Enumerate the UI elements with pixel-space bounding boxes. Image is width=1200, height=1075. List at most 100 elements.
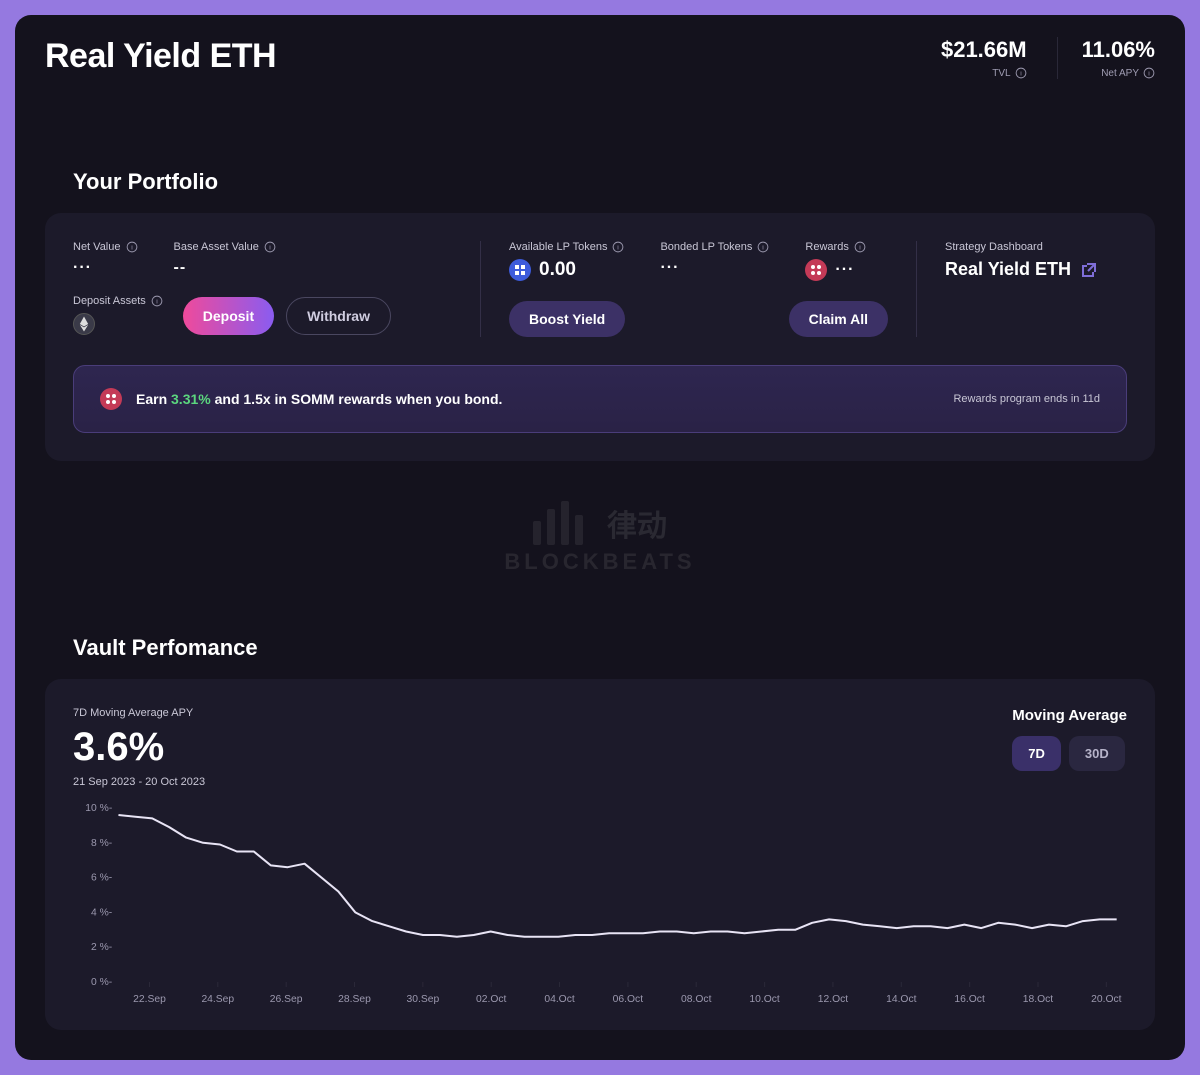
bonded-lp-label: Bonded LP Tokens bbox=[660, 241, 752, 253]
svg-text:8 %-: 8 %- bbox=[91, 838, 112, 849]
field-net-value: Net Valuei ··· bbox=[73, 241, 138, 277]
portfolio-col-tokens: Available LP Tokens i 0.00 Bonded LP Toke… bbox=[480, 241, 917, 337]
boost-yield-button[interactable]: Boost Yield bbox=[509, 301, 625, 337]
stat-tvl-value: $21.66M bbox=[941, 37, 1027, 63]
info-icon[interactable]: i bbox=[151, 295, 163, 307]
svg-text:26.Sep: 26.Sep bbox=[270, 994, 303, 1005]
portfolio-card: Net Value i ··· Base Asset Valuei -- Depo… bbox=[45, 213, 1155, 461]
somm-token-icon bbox=[100, 388, 122, 410]
svg-text:02.Oct: 02.Oct bbox=[476, 994, 507, 1005]
info-icon[interactable]: i bbox=[612, 241, 624, 253]
lp-token-icon bbox=[509, 259, 531, 281]
portfolio-col-strategy: Strategy Dashboard Real Yield ETH bbox=[917, 241, 1127, 337]
field-strategy: Strategy Dashboard Real Yield ETH bbox=[945, 241, 1127, 280]
performance-section-title: Vault Perfomance bbox=[45, 635, 1155, 661]
external-link-icon bbox=[1081, 262, 1097, 278]
field-base-asset: Base Asset Valuei -- bbox=[174, 241, 276, 277]
bonded-lp-value: ··· bbox=[660, 259, 769, 277]
header: Real Yield ETH $21.66M TVL i 11.06% Net … bbox=[45, 37, 1155, 79]
period-pill-30d[interactable]: 30D bbox=[1069, 736, 1125, 771]
svg-text:i: i bbox=[156, 298, 158, 305]
somm-token-icon bbox=[805, 259, 827, 281]
watermark: 律动 BLOCKBEATS bbox=[45, 501, 1155, 575]
svg-text:16.Oct: 16.Oct bbox=[954, 994, 985, 1005]
available-lp-number: 0.00 bbox=[539, 259, 576, 281]
svg-text:30.Sep: 30.Sep bbox=[406, 994, 439, 1005]
stat-tvl-label: TVL i bbox=[941, 67, 1027, 79]
watermark-top: 律动 bbox=[607, 501, 667, 545]
svg-text:14.Oct: 14.Oct bbox=[886, 994, 917, 1005]
svg-text:i: i bbox=[618, 244, 620, 251]
info-icon[interactable]: i bbox=[757, 241, 769, 253]
stat-tvl-label-text: TVL bbox=[992, 68, 1010, 79]
info-icon[interactable]: i bbox=[1015, 67, 1027, 79]
available-lp-label: Available LP Tokens bbox=[509, 241, 607, 253]
field-rewards: Rewards i ··· bbox=[805, 241, 865, 281]
banner-ends: Rewards program ends in 11d bbox=[953, 393, 1100, 405]
stat-apy: 11.06% Net APY i bbox=[1057, 37, 1155, 79]
svg-text:18.Oct: 18.Oct bbox=[1023, 994, 1054, 1005]
banner-prefix: Earn bbox=[136, 391, 171, 407]
metric-value: 3.6% bbox=[73, 725, 205, 770]
svg-text:22.Sep: 22.Sep bbox=[133, 994, 166, 1005]
eth-icon bbox=[73, 313, 95, 335]
rewards-value: ··· bbox=[805, 259, 865, 281]
svg-text:i: i bbox=[763, 244, 765, 251]
svg-text:0 %-: 0 %- bbox=[91, 977, 112, 988]
svg-text:6 %-: 6 %- bbox=[91, 873, 112, 884]
stat-apy-label: Net APY i bbox=[1082, 67, 1155, 79]
available-lp-value: 0.00 bbox=[509, 259, 624, 281]
svg-text:4 %-: 4 %- bbox=[91, 908, 112, 919]
svg-text:i: i bbox=[1020, 70, 1022, 77]
performance-controls: Moving Average 7D30D bbox=[1012, 707, 1127, 771]
claim-all-button[interactable]: Claim All bbox=[789, 301, 888, 337]
stat-tvl: $21.66M TVL i bbox=[917, 37, 1027, 79]
info-icon[interactable]: i bbox=[1143, 67, 1155, 79]
rewards-banner: Earn 3.31% and 1.5x in SOMM rewards when… bbox=[73, 365, 1127, 433]
info-icon[interactable]: i bbox=[126, 241, 138, 253]
svg-text:i: i bbox=[859, 244, 861, 251]
rewards-number: ··· bbox=[835, 261, 854, 279]
field-bonded-lp: Bonded LP Tokens i ··· bbox=[660, 241, 769, 281]
svg-text:06.Oct: 06.Oct bbox=[613, 994, 644, 1005]
portfolio-section-title: Your Portfolio bbox=[45, 169, 1155, 195]
svg-text:i: i bbox=[131, 244, 133, 251]
stat-apy-value: 11.06% bbox=[1082, 37, 1155, 63]
svg-text:2 %-: 2 %- bbox=[91, 942, 112, 953]
strategy-label: Strategy Dashboard bbox=[945, 241, 1127, 253]
base-asset-value: -- bbox=[174, 259, 276, 277]
strategy-name: Real Yield ETH bbox=[945, 259, 1071, 280]
info-icon[interactable]: i bbox=[264, 241, 276, 253]
banner-suffix: and 1.5x in SOMM rewards when you bond. bbox=[211, 391, 503, 407]
svg-text:i: i bbox=[269, 244, 271, 251]
deposit-button[interactable]: Deposit bbox=[183, 297, 274, 335]
performance-metric: 7D Moving Average APY 3.6% 21 Sep 2023 -… bbox=[73, 707, 205, 788]
withdraw-button[interactable]: Withdraw bbox=[286, 297, 391, 335]
strategy-link[interactable]: Real Yield ETH bbox=[945, 259, 1127, 280]
net-value-label: Net Value bbox=[73, 241, 121, 253]
performance-card: 7D Moving Average APY 3.6% 21 Sep 2023 -… bbox=[45, 679, 1155, 1030]
metric-label: 7D Moving Average APY bbox=[73, 707, 205, 719]
field-available-lp: Available LP Tokens i 0.00 bbox=[509, 241, 624, 281]
moving-average-label: Moving Average bbox=[1012, 707, 1127, 724]
period-pill-7d[interactable]: 7D bbox=[1012, 736, 1061, 771]
svg-text:08.Oct: 08.Oct bbox=[681, 994, 712, 1005]
deposit-assets-label: Deposit Assets bbox=[73, 295, 146, 307]
app-container: Real Yield ETH $21.66M TVL i 11.06% Net … bbox=[15, 15, 1185, 1060]
info-icon[interactable]: i bbox=[854, 241, 866, 253]
page-title: Real Yield ETH bbox=[45, 37, 276, 76]
field-deposit-assets: Deposit Assets i bbox=[73, 295, 163, 335]
period-pills: 7D30D bbox=[1012, 736, 1127, 771]
banner-text: Earn 3.31% and 1.5x in SOMM rewards when… bbox=[136, 391, 502, 407]
svg-text:10.Oct: 10.Oct bbox=[749, 994, 780, 1005]
rewards-label: Rewards bbox=[805, 241, 848, 253]
deposit-assets-icons bbox=[73, 313, 163, 335]
svg-text:10 %-: 10 %- bbox=[85, 803, 112, 814]
header-stats: $21.66M TVL i 11.06% Net APY i bbox=[917, 37, 1155, 79]
apy-chart: 0 %-2 %-4 %-6 %-8 %-10 %-22.Sep24.Sep26.… bbox=[73, 800, 1127, 1010]
svg-text:20.Oct: 20.Oct bbox=[1091, 994, 1122, 1005]
svg-text:28.Sep: 28.Sep bbox=[338, 994, 371, 1005]
portfolio-col-values: Net Valuei ··· Base Asset Valuei -- Depo… bbox=[73, 241, 480, 337]
svg-text:12.Oct: 12.Oct bbox=[818, 994, 849, 1005]
banner-highlight: 3.31% bbox=[171, 391, 211, 407]
